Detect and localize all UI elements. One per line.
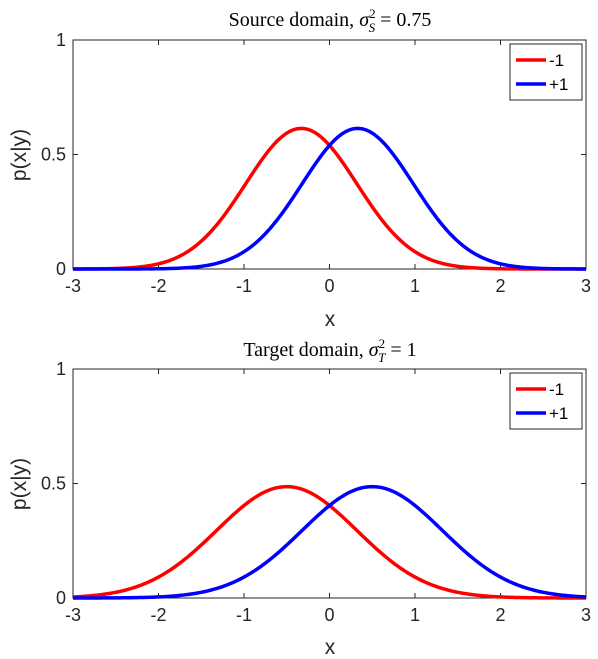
x-tick-label: 1 (410, 605, 420, 625)
x-tick-label: 0 (324, 276, 334, 296)
y-tick-label: 1 (56, 30, 66, 50)
x-tick-label: 2 (495, 605, 505, 625)
x-axis-label: x (325, 308, 336, 331)
legend-label: +1 (549, 404, 568, 423)
legend: -1+1 (509, 43, 583, 101)
x-tick-label: 1 (410, 276, 420, 296)
x-axis-label: x (325, 636, 336, 659)
title-symbol: σ (369, 339, 380, 361)
y-tick-label: 1 (56, 359, 66, 379)
title-prefix: Source domain, (229, 9, 360, 31)
y-tick-label: 0.5 (41, 474, 66, 494)
legend: -1+1 (509, 372, 583, 430)
x-tick-label: 0 (324, 605, 334, 625)
y-tick-label: 0 (56, 259, 66, 279)
title-prefix: Target domain, (243, 339, 368, 361)
x-tick-label: 3 (581, 605, 591, 625)
x-tick-label: -2 (150, 605, 166, 625)
title-superscript: 2 (369, 6, 376, 21)
plot-area: -3 -2 -1 0 1 2 300.51-1+1 (41, 30, 591, 296)
legend-box (509, 372, 583, 430)
x-tick-label: -3 (65, 605, 81, 625)
plot-area: -3 -2 -1 0 1 2 300.51-1+1 (41, 359, 591, 625)
axes-box (72, 368, 587, 599)
legend-label: -1 (549, 51, 564, 70)
y-tick-label: 0 (56, 588, 66, 608)
axes-box (72, 39, 587, 270)
y-axis-label: p(x|y) (8, 129, 31, 181)
x-tick-label: -3 (65, 276, 81, 296)
legend-box (509, 43, 583, 101)
target-domain-chart: Target domain, σ2 T = 1 x p(x|y) -3 -2 -1 0 1… (8, 336, 591, 659)
title-superscript: 2 (379, 336, 386, 351)
title-suffix: = 0.75 (375, 9, 431, 31)
series-line-plus-1 (73, 126, 587, 271)
legend-label: -1 (549, 380, 564, 399)
title-subscript: S (369, 20, 376, 35)
chart-title: Target domain, σ2 T = 1 (243, 336, 416, 365)
series-line-plus-1 (73, 484, 587, 600)
y-tick-label: 0.5 (41, 145, 66, 165)
source-domain-chart: Source domain, σ2 S = 0.75 x p(x|y) -3 -2-… (8, 6, 591, 331)
x-tick-label: 2 (495, 276, 505, 296)
y-axis-label: p(x|y) (8, 458, 31, 510)
chart-title: Source domain, σ2 S = 0.75 (229, 6, 432, 35)
x-tick-label: 3 (581, 276, 591, 296)
title-symbol: σ (359, 9, 370, 31)
x-tick-label: -2 (150, 276, 166, 296)
x-tick-label: -1 (236, 276, 252, 296)
legend-label: +1 (549, 75, 568, 94)
x-tick-label: -1 (236, 605, 252, 625)
title-suffix: = 1 (385, 339, 416, 361)
title-subscript: T (378, 350, 386, 365)
